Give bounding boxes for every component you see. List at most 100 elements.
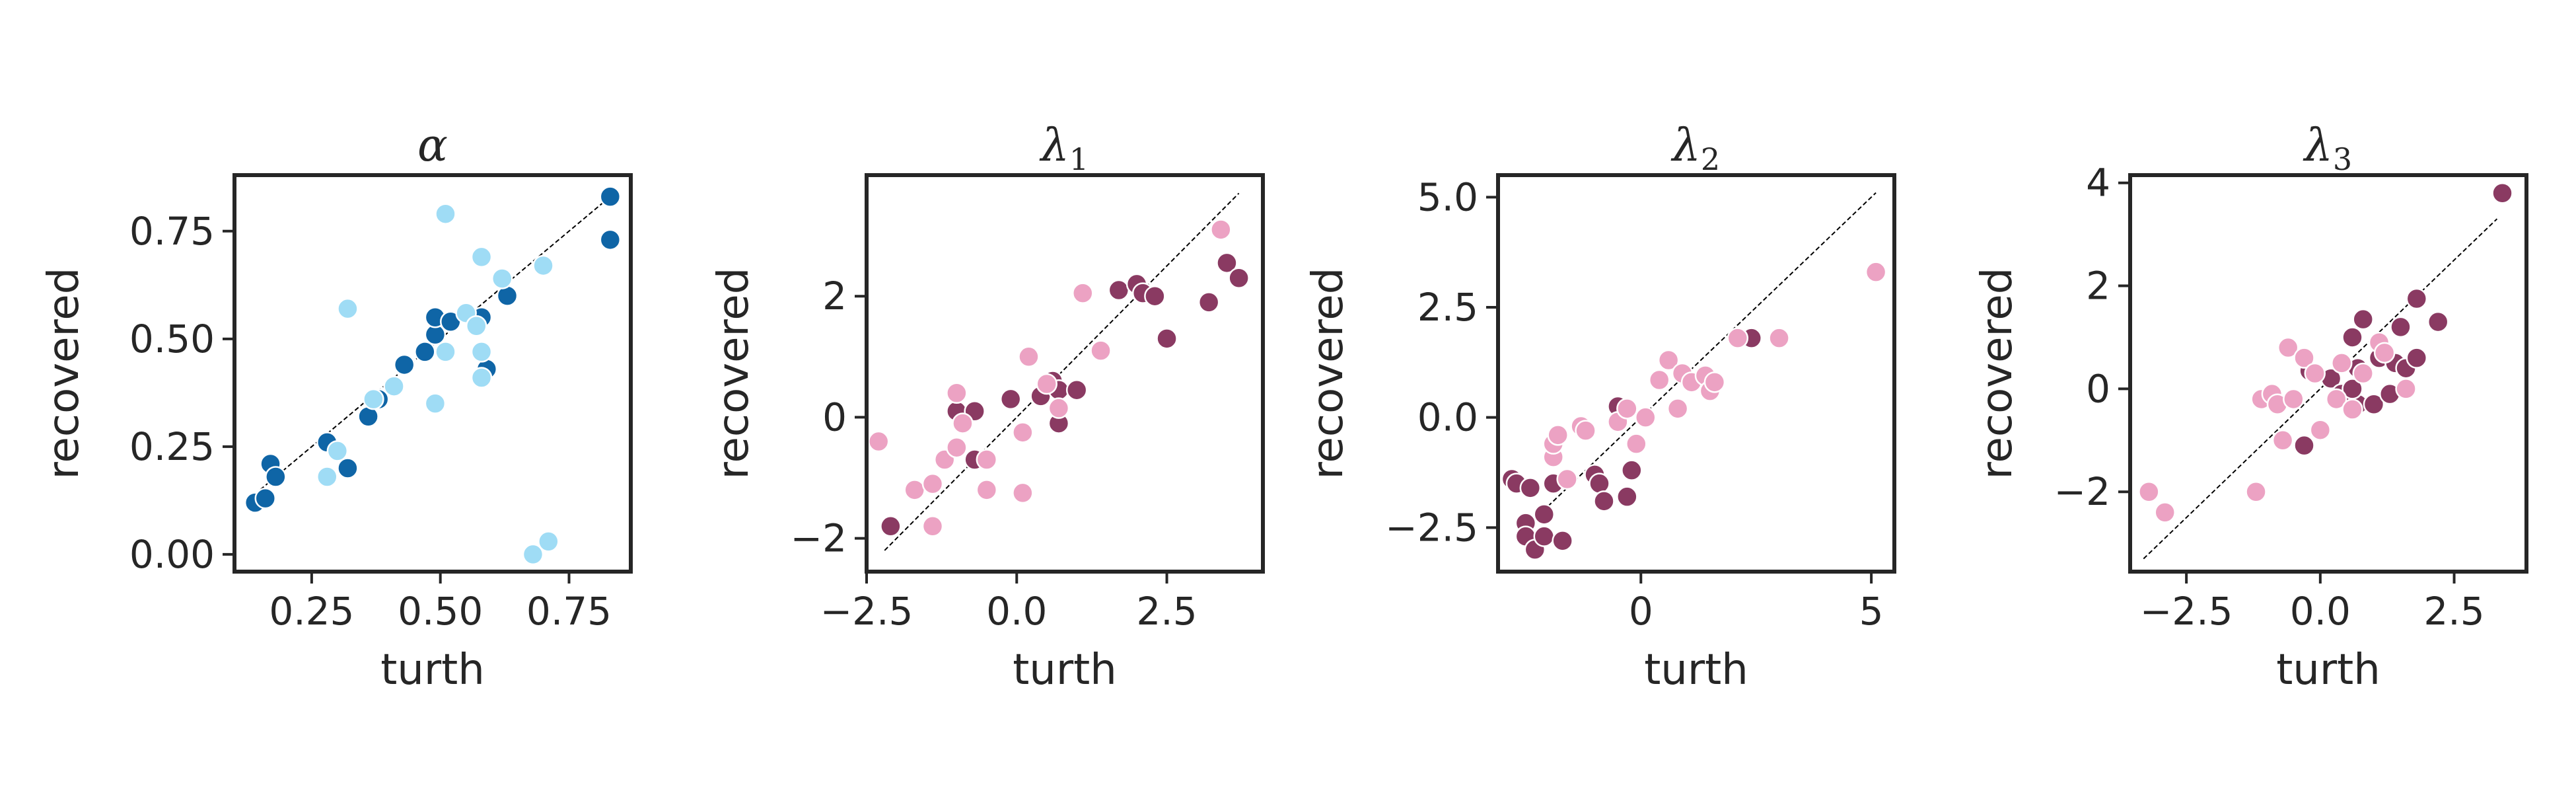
data-point bbox=[1556, 468, 1578, 490]
y-tick-label: 0 bbox=[822, 395, 847, 439]
chart-panel-1: 0.25 0.50 0.75 0.00 0.25 0.50 0.75 turth recover… bbox=[40, 120, 633, 695]
x-tick-label: 0 bbox=[1629, 589, 1653, 634]
data-point bbox=[1727, 327, 1749, 349]
axes-frame bbox=[865, 173, 1265, 574]
data-point bbox=[1616, 398, 1638, 420]
data-point bbox=[946, 436, 968, 459]
x-tick-label: −2.5 bbox=[2140, 589, 2233, 634]
data-point bbox=[2352, 362, 2374, 385]
y-axis-label: recovered bbox=[40, 268, 89, 480]
data-point bbox=[976, 449, 998, 471]
data-point bbox=[337, 297, 359, 320]
data-point bbox=[363, 388, 384, 410]
data-point bbox=[2277, 336, 2299, 359]
panel-title: λ3 bbox=[2303, 120, 2352, 177]
data-point bbox=[470, 341, 493, 363]
data-point bbox=[2352, 308, 2374, 330]
x-tick-label: 2.5 bbox=[2423, 589, 2484, 634]
data-point bbox=[465, 315, 487, 337]
data-point bbox=[1635, 406, 1657, 428]
data-point bbox=[1228, 267, 1250, 289]
data-point bbox=[2406, 347, 2428, 369]
data-point bbox=[952, 412, 974, 434]
chart-panel-4: −2.5 0.0 2.5 −2 0 2 4 turth recovered λ3 bbox=[1973, 120, 2528, 695]
data-point bbox=[1616, 486, 1638, 508]
data-point bbox=[2138, 480, 2160, 503]
x-axis-label: turth bbox=[380, 646, 485, 695]
panel-title-symbol: λ bbox=[1670, 120, 1701, 172]
data-point bbox=[599, 186, 622, 208]
axes-frame bbox=[1496, 173, 1896, 574]
data-point bbox=[393, 354, 415, 376]
data-point bbox=[2342, 398, 2363, 420]
data-point bbox=[2283, 388, 2305, 410]
data-point bbox=[1198, 291, 1220, 313]
y-axis-label: recovered bbox=[1304, 268, 1353, 480]
panel-title: α bbox=[417, 120, 448, 172]
data-point bbox=[1108, 279, 1130, 301]
panel-title-subscript: 1 bbox=[1069, 141, 1089, 177]
data-point bbox=[976, 479, 998, 501]
axes-frame bbox=[233, 173, 633, 574]
panel-title-subscript: 2 bbox=[1701, 141, 1720, 177]
y-tick-label: 2 bbox=[2086, 264, 2110, 309]
data-point bbox=[337, 457, 359, 479]
data-point bbox=[470, 367, 493, 389]
data-point bbox=[1648, 369, 1670, 391]
axes-frame bbox=[2128, 173, 2528, 574]
panel-title-subscript: 3 bbox=[2333, 141, 2352, 177]
y-tick-label: 5.0 bbox=[1417, 174, 1478, 219]
data-point bbox=[1593, 490, 1615, 512]
data-point bbox=[946, 382, 968, 404]
data-point bbox=[1144, 285, 1166, 307]
data-point bbox=[1065, 379, 1088, 401]
x-axis-label: turth bbox=[2276, 646, 2380, 695]
y-tick-label: 2 bbox=[822, 274, 847, 319]
data-point bbox=[2342, 326, 2363, 348]
data-point bbox=[2390, 316, 2412, 338]
data-point bbox=[522, 543, 544, 566]
data-point bbox=[1533, 504, 1556, 525]
y-tick-label: 4 bbox=[2086, 161, 2110, 206]
data-point bbox=[1703, 371, 1726, 393]
y-axis-label: recovered bbox=[709, 268, 758, 480]
x-axis-label: turth bbox=[1644, 646, 1748, 695]
data-point bbox=[2406, 287, 2428, 310]
data-point bbox=[2272, 430, 2294, 451]
data-point bbox=[904, 479, 925, 501]
data-point bbox=[326, 440, 349, 462]
data-point bbox=[538, 531, 559, 552]
identity-line bbox=[2143, 218, 2498, 560]
data-point bbox=[254, 487, 277, 510]
data-point bbox=[435, 341, 456, 363]
y-tick-label: 0.0 bbox=[1417, 395, 1478, 440]
data-point bbox=[1156, 328, 1178, 350]
data-point bbox=[1036, 373, 1057, 395]
data-point bbox=[2331, 352, 2353, 374]
data-point bbox=[1216, 252, 1238, 274]
data-point bbox=[2363, 393, 2385, 416]
x-tick-label: 0.25 bbox=[269, 589, 354, 634]
y-tick-label: 0.75 bbox=[129, 209, 215, 254]
data-point bbox=[1210, 219, 1232, 241]
y-tick-label: 0 bbox=[2086, 366, 2110, 411]
data-point bbox=[435, 203, 456, 225]
y-tick-label: −2.5 bbox=[1385, 505, 1478, 550]
data-point bbox=[383, 375, 405, 397]
data-point bbox=[1865, 261, 1887, 283]
x-tick-label: 0.50 bbox=[398, 589, 483, 634]
data-point bbox=[599, 229, 622, 251]
panel-title: λ2 bbox=[1670, 120, 1720, 177]
data-point bbox=[2395, 378, 2417, 400]
data-point bbox=[424, 393, 447, 414]
data-point bbox=[867, 430, 890, 453]
data-point bbox=[1519, 477, 1542, 499]
x-axis-label: turth bbox=[1013, 646, 1117, 695]
x-tick-label: −2.5 bbox=[820, 589, 913, 634]
data-point bbox=[2154, 502, 2176, 523]
data-point bbox=[491, 268, 513, 289]
data-point bbox=[1072, 282, 1094, 304]
data-point bbox=[880, 515, 902, 537]
data-point bbox=[1768, 327, 1790, 349]
